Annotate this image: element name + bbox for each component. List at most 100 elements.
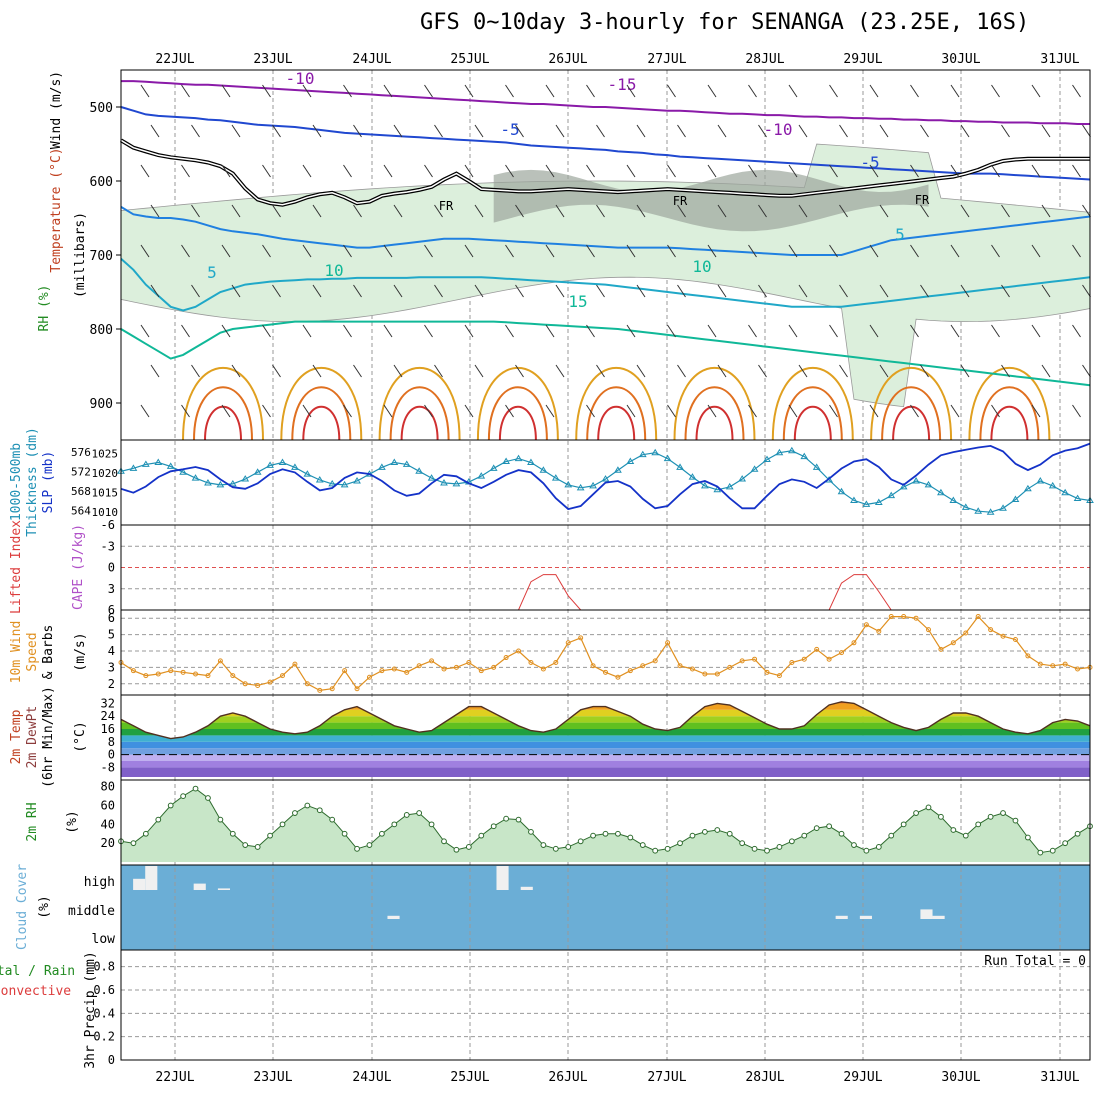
- rh2m-point: [801, 832, 808, 839]
- wind-barb: [515, 204, 524, 218]
- temp-loop: [979, 386, 1040, 441]
- rh2m-point: [515, 816, 522, 823]
- wind-barb: [302, 324, 312, 338]
- li-tick: 0: [108, 561, 115, 575]
- wind-barb: [424, 324, 433, 338]
- wind-point: [230, 673, 236, 679]
- thickness-point: [1036, 477, 1045, 484]
- wind-barb: [1001, 124, 1010, 138]
- rh2m-point: [689, 832, 696, 839]
- wind-barb: [758, 364, 767, 378]
- stability-label-1: CAPE (J/kg): [71, 524, 86, 610]
- cloud-level-label: low: [92, 932, 116, 947]
- wind-barb: [798, 124, 808, 138]
- wind-point: [826, 656, 832, 662]
- date-label-bottom: 24JUL: [352, 1070, 391, 1085]
- wind-speed-line: [120, 615, 1091, 692]
- wind-barb: [272, 204, 281, 218]
- temp-loop: [378, 367, 461, 441]
- thickness-point: [477, 472, 486, 479]
- wind-barb: [1041, 284, 1051, 298]
- rh2m-point: [875, 844, 882, 850]
- wind-barb: [343, 84, 352, 98]
- wind-barb: [586, 164, 595, 178]
- wind-barb: [677, 284, 686, 298]
- wind-barb: [1082, 284, 1091, 298]
- thickness-point: [141, 460, 150, 467]
- wind-barb: [353, 284, 362, 298]
- wind-point: [1037, 661, 1043, 667]
- wind-barb: [383, 84, 393, 98]
- wind-barb: [262, 164, 271, 178]
- wind-point: [180, 669, 186, 675]
- date-label-top: 29JUL: [843, 52, 882, 67]
- wind-barb: [586, 84, 595, 98]
- wind-point: [689, 666, 695, 672]
- y-tick-label: 700: [90, 249, 113, 264]
- wind-barb: [758, 204, 767, 218]
- wind-barb: [191, 364, 200, 378]
- rh2m-point: [540, 842, 547, 848]
- wind-barb: [748, 244, 757, 258]
- temp2m-label-0: 2m Temp: [9, 709, 24, 764]
- thickness-point: [390, 458, 399, 465]
- wind-point: [714, 671, 720, 677]
- wind-barb: [991, 84, 1000, 98]
- temp-loop: [881, 386, 942, 441]
- temp-bands: [121, 701, 1090, 777]
- thickness-point: [626, 457, 635, 464]
- wind-point: [453, 664, 459, 670]
- date-label-bottom: 27JUL: [647, 1070, 686, 1085]
- date-label-bottom: 31JUL: [1040, 1070, 1079, 1085]
- wind-point: [727, 664, 733, 670]
- wind-point: [478, 668, 484, 674]
- thickness-point: [800, 452, 809, 460]
- date-label-top: 31JUL: [1040, 52, 1079, 67]
- wind-barb: [869, 244, 879, 258]
- temp-contour-line: [120, 106, 1091, 181]
- temp-tick: 8: [108, 735, 115, 749]
- thickness-point: [527, 458, 535, 465]
- wind-barb: [505, 244, 514, 258]
- wind-barb: [626, 164, 636, 178]
- wind-barb: [231, 364, 241, 378]
- rh2m-point: [478, 832, 485, 839]
- temp-loop: [684, 386, 745, 441]
- cloud-high-bar: [520, 886, 533, 890]
- wind-barb: [1031, 84, 1041, 98]
- thickness-point: [514, 454, 523, 462]
- wind-barb: [555, 124, 565, 138]
- wind-barb: [1072, 404, 1081, 418]
- wind-barb: [140, 84, 150, 98]
- wind-barb: [920, 204, 929, 218]
- thickness-point: [974, 507, 983, 514]
- wind-barb: [272, 284, 281, 298]
- wind-point: [528, 659, 534, 665]
- rh2m-point: [155, 816, 162, 823]
- wind-point: [130, 668, 136, 674]
- wind-point: [304, 681, 310, 687]
- rh2m-point: [279, 821, 286, 828]
- date-label-bottom: 30JUL: [941, 1070, 980, 1085]
- wind-barb: [960, 364, 970, 378]
- wind-point: [155, 671, 161, 677]
- temp-loop: [498, 405, 537, 441]
- temp-loop: [182, 367, 264, 441]
- wind-barb: [707, 244, 717, 258]
- temp-loop: [782, 386, 843, 441]
- cloud-label-1: (%): [37, 895, 52, 918]
- rh2m-point: [975, 821, 982, 828]
- wind-barb: [150, 364, 160, 378]
- rh2m-tick: 80: [101, 780, 115, 794]
- wind-barb: [1031, 324, 1041, 338]
- wind-barb: [1031, 244, 1041, 258]
- wind-barb: [829, 244, 838, 258]
- wind-point: [1050, 663, 1056, 669]
- thickness-point: [651, 448, 660, 456]
- rh2m-point: [1000, 810, 1006, 816]
- date-label-top: 24JUL: [352, 52, 391, 67]
- rh2m-area: [121, 788, 1090, 862]
- wind-barb: [231, 284, 241, 298]
- cloud-level-label: high: [84, 875, 115, 890]
